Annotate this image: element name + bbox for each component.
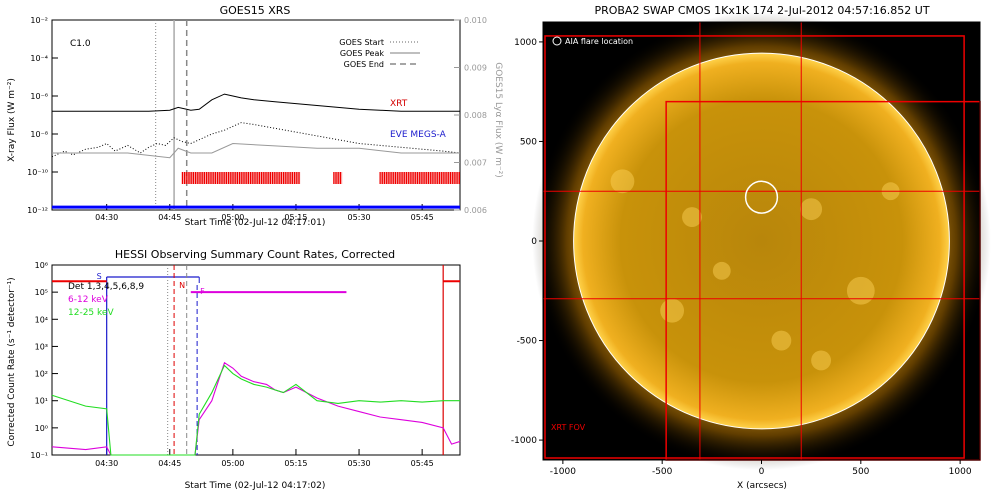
- hessi-ytick-label: 10³: [35, 342, 48, 351]
- goes-y2tick-label: 0.007: [464, 159, 487, 168]
- hessi-ytick-label: 10⁰: [35, 424, 48, 433]
- swap-aia-label: AIA flare location: [565, 37, 633, 46]
- hessi-ytick-label: 10⁶: [35, 261, 48, 270]
- goes-y2tick-label: 0.010: [464, 16, 487, 25]
- swap-limb: [573, 52, 950, 430]
- swap-active-region: [682, 207, 702, 228]
- swap-ytick-label: 0: [531, 237, 537, 247]
- goes-legend-label: GOES End: [344, 60, 384, 69]
- goes-xtick-label: 05:00: [221, 213, 244, 222]
- goes-series-1: [51, 122, 461, 158]
- swap-active-region: [800, 198, 823, 221]
- hessi-panel: HESSI Observing Summary Count Rates, Cor…: [7, 248, 461, 491]
- swap-xrt-fov-label: XRT FOV: [551, 423, 586, 432]
- hessi-xtick-label: 05:15: [284, 459, 307, 468]
- hessi-title: HESSI Observing Summary Count Rates, Cor…: [115, 248, 395, 261]
- goes-series-label-eve: EVE MEGS-A: [390, 130, 447, 140]
- swap-ytick-label: -500: [517, 337, 538, 347]
- goes-series-0: [52, 93, 460, 112]
- goes-xlabel: Start Time (02-Jul-12 04:17:01): [185, 218, 326, 228]
- swap-xtick-label: 0: [759, 467, 765, 477]
- goes-xtick-label: 04:45: [158, 213, 181, 222]
- goes-y2tick-label: 0.006: [464, 206, 487, 215]
- hessi-series-0: [51, 361, 461, 456]
- swap-flare-circle: [744, 180, 779, 214]
- goes-coverage-bar: [379, 172, 460, 184]
- hessi-ytick-label: 10⁻¹: [30, 451, 48, 460]
- hessi-ytick-label: 10²: [35, 370, 48, 379]
- hessi-xtick-label: 04:45: [158, 459, 181, 468]
- swap-image-panel: PROBA2 SWAP CMOS 1Kx1K 174 2-Jul-2012 04…: [511, 4, 991, 491]
- hessi-legend-label: 12-25 keV: [68, 308, 114, 318]
- swap-xtick-label: -500: [652, 467, 673, 477]
- goes-y2label: GOES15 Lyα Flux (W m⁻²): [493, 62, 503, 178]
- hessi-flag-n: N: [179, 281, 185, 290]
- swap-ytick-label: 1000: [514, 38, 537, 48]
- hessi-series-1: [51, 364, 460, 456]
- hessi-ytick-label: 10⁵: [35, 288, 48, 297]
- swap-xlabel: X (arcsecs): [737, 481, 787, 491]
- swap-ytick-label: -1000: [511, 436, 537, 446]
- goes-xrs-panel: GOES15 XRS Start Time (02-Jul-12 04:17:0…: [7, 4, 503, 228]
- goes-ytick-label: 10⁻⁶: [30, 92, 48, 101]
- swap-active-region: [660, 298, 685, 323]
- hessi-xtick-label: 05:00: [221, 459, 244, 468]
- hessi-ytick-label: 10¹: [35, 397, 48, 406]
- goes-series-2: [52, 142, 460, 159]
- goes-xtick-label: 05:45: [411, 213, 434, 222]
- goes-ytick-label: 10⁻¹²: [27, 206, 48, 215]
- swap-xtick-label: 1000: [949, 467, 972, 477]
- goes-ytick-label: 10⁻⁸: [30, 130, 48, 139]
- swap-active-region: [846, 276, 875, 305]
- swap-aia-marker: [552, 36, 562, 46]
- goes-series-label-xrt: XRT: [390, 99, 408, 109]
- hessi-xtick-label: 05:45: [411, 459, 434, 468]
- goes-xtick-label: 05:30: [348, 213, 371, 222]
- hessi-xtick-label: 05:30: [348, 459, 371, 468]
- goes-ytick-label: 10⁻¹⁰: [27, 168, 48, 177]
- goes-ytick-label: 10⁻²: [30, 16, 48, 25]
- hessi-xlabel: Start Time (02-Jul-12 04:17:02): [185, 481, 326, 491]
- hessi-xtick-label: 04:30: [95, 459, 118, 468]
- goes-coverage-bar: [333, 172, 343, 184]
- swap-solar-disk: [573, 53, 950, 429]
- hessi-legend-label: Det 1,3,4,5,6,8,9: [68, 282, 144, 292]
- goes-y2tick-label: 0.008: [464, 111, 487, 120]
- goes-y2tick-label: 0.009: [464, 64, 487, 73]
- swap-xtick-label: 500: [852, 467, 869, 477]
- swap-fov-box: [544, 35, 965, 459]
- goes-legend-label: GOES Start: [339, 38, 384, 47]
- swap-xtick-label: -1000: [550, 467, 576, 477]
- goes-ylabel: X-ray Flux (W m⁻²): [7, 78, 17, 162]
- goes-coverage-bar: [181, 172, 301, 184]
- hessi-ylabel: Corrected Count Rate (s⁻¹ detector⁻¹): [7, 277, 17, 446]
- swap-active-region: [811, 350, 832, 371]
- hessi-flag-s: S: [97, 272, 102, 281]
- goes-legend-label: GOES Peak: [340, 49, 385, 58]
- goes-class-annotation: C1.0: [70, 39, 91, 49]
- hessi-legend-label: 6-12 keV: [68, 295, 109, 305]
- swap-ytick-label: 500: [520, 137, 537, 147]
- goes-xtick-label: 04:30: [95, 213, 118, 222]
- swap-active-region: [712, 261, 731, 280]
- hessi-ytick-label: 10⁴: [35, 315, 48, 324]
- swap-active-region: [771, 330, 792, 351]
- goes-ytick-label: 10⁻⁴: [30, 54, 48, 63]
- goes-title: GOES15 XRS: [220, 4, 291, 17]
- goes-xtick-label: 05:15: [284, 213, 307, 222]
- hessi-plot-frame: [51, 264, 461, 456]
- swap-title: PROBA2 SWAP CMOS 1Kx1K 174 2-Jul-2012 04…: [594, 4, 929, 17]
- swap-active-region: [610, 169, 635, 194]
